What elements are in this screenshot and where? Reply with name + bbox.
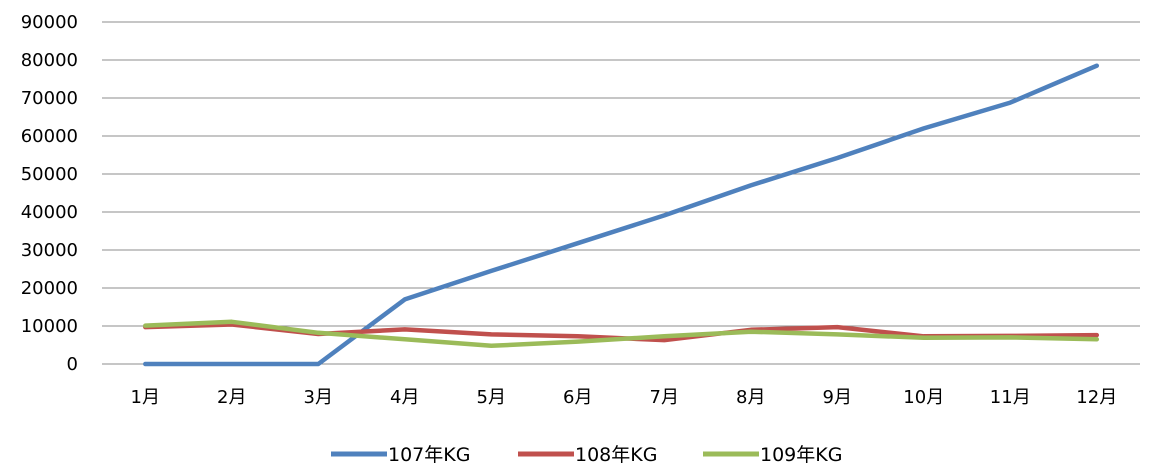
x-axis-ticks: 1月 2月 3月 4月 5月 6月 7月 8月 9月 10月 11月 12月 [131, 387, 1118, 408]
x-tick-label: 11月 [990, 387, 1031, 408]
legend-label-2: 108年KG [575, 444, 657, 466]
y-tick-label: 0 [67, 354, 78, 375]
legend-label-1: 107年KG [388, 444, 470, 466]
series-line-3 [143, 319, 1100, 349]
gridlines [102, 21, 1140, 365]
y-tick-label: 40000 [21, 202, 78, 223]
x-tick-label: 12月 [1076, 387, 1117, 408]
y-tick-label: 50000 [21, 164, 78, 185]
y-tick-label: 20000 [21, 278, 78, 299]
series-lines [143, 63, 1100, 367]
y-tick-label: 30000 [21, 240, 78, 261]
series-line-1 [143, 63, 1100, 367]
x-tick-label: 1月 [131, 387, 160, 408]
y-tick-label: 70000 [21, 88, 78, 109]
x-tick-label: 10月 [903, 387, 944, 408]
x-tick-label: 7月 [650, 387, 679, 408]
legend: 107年KG 108年KG 109年KG [331, 444, 842, 466]
x-tick-label: 4月 [390, 387, 419, 408]
x-tick-label: 9月 [823, 387, 852, 408]
x-tick-label: 8月 [736, 387, 765, 408]
y-axis-ticks: 0 10000 20000 30000 40000 50000 60000 70000 8000… [21, 12, 78, 375]
x-tick-label: 5月 [477, 387, 506, 408]
y-tick-label: 90000 [21, 12, 78, 33]
legend-label-3: 109年KG [760, 444, 842, 466]
x-tick-label: 2月 [217, 387, 246, 408]
x-tick-label: 6月 [563, 387, 592, 408]
y-tick-label: 80000 [21, 50, 78, 71]
x-tick-label: 3月 [304, 387, 333, 408]
y-tick-label: 60000 [21, 126, 78, 147]
y-tick-label: 10000 [21, 316, 78, 337]
